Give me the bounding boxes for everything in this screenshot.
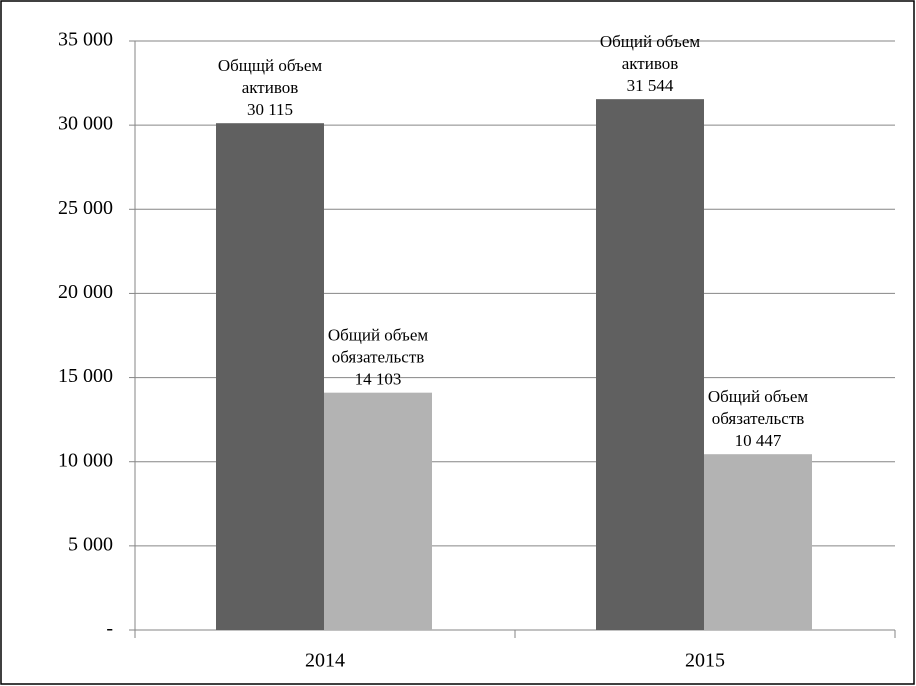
bar	[596, 99, 704, 630]
data-label-name: Общщй объем	[218, 56, 323, 75]
data-label-value: 31 544	[627, 76, 674, 95]
data-label-name: обязательств	[712, 409, 805, 428]
y-tick-label: 30 000	[58, 113, 113, 135]
y-tick-label: -	[106, 618, 113, 640]
y-tick-label: 5 000	[68, 533, 113, 555]
bar	[216, 123, 324, 630]
data-label: Общщй объем активов 30 115	[218, 56, 323, 119]
data-label-value: 10 447	[735, 431, 782, 450]
data-label-name: Общий объем	[708, 387, 809, 406]
data-label: Общий объем активов 31 544	[600, 32, 701, 95]
bar	[704, 454, 812, 630]
y-tick-label: 35 000	[58, 29, 113, 51]
data-label-value: 30 115	[247, 100, 293, 119]
x-tick-label: 2015	[685, 650, 725, 672]
x-tick-label: 2014	[305, 650, 345, 672]
data-label-name: активов	[242, 78, 299, 97]
data-label: Общий объем обязательств 10 447	[708, 387, 809, 450]
y-tick-label: 15 000	[58, 365, 113, 387]
y-tick-label: 20 000	[58, 281, 113, 303]
data-label-name: Общий объем	[600, 32, 701, 51]
bar	[324, 392, 432, 630]
data-label-name: обязательств	[332, 348, 425, 367]
data-label: Общий объем обязательств 14 103	[328, 326, 429, 389]
data-label-name: Общий объем	[328, 326, 429, 345]
data-label-name: активов	[622, 54, 679, 73]
y-tick-label: 10 000	[58, 449, 113, 471]
y-tick-label: 25 000	[58, 197, 113, 219]
data-label-value: 14 103	[355, 370, 402, 389]
